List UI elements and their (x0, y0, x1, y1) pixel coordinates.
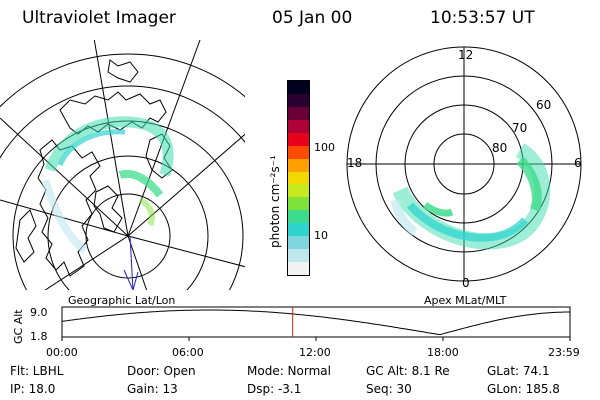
colorbar-segment (288, 236, 309, 250)
mlt-label-0: 0 (462, 276, 470, 290)
time-tick-0000: 00:00 (46, 346, 78, 359)
altitude-tick-top: 9.0 (30, 306, 48, 319)
mlt-label-12: 12 (458, 48, 473, 62)
colorbar-segment (288, 184, 309, 198)
glon-info: GLon: 185.8 (487, 382, 560, 396)
observation-time: 10:53:57 UT (430, 8, 535, 28)
mlat-label-80: 80 (492, 141, 507, 155)
colorbar-segment (288, 132, 309, 146)
colorbar-segment (288, 197, 309, 211)
mode-info: Mode: Normal (247, 364, 331, 378)
filter-info: Flt: LBHL (10, 364, 64, 378)
colorbar-segment (288, 262, 309, 275)
colorbar-segment (288, 210, 309, 224)
mlt-label-18: 18 (347, 156, 362, 170)
colorbar-tick-100: 100 (314, 141, 335, 154)
colorbar-segment (288, 93, 309, 107)
colorbar-segment (288, 80, 309, 94)
altitude-plot (61, 306, 571, 341)
time-tick-1800: 18:00 (427, 346, 459, 359)
colorbar-segment (288, 145, 309, 159)
colorbar-segment (288, 171, 309, 185)
dsp-info: Dsp: -3.1 (247, 382, 302, 396)
gc-alt-info: GC Alt: 8.1 Re (366, 364, 450, 378)
colorbar (287, 80, 310, 276)
ip-info: IP: 18.0 (10, 382, 56, 396)
colorbar-tick-10: 10 (314, 229, 328, 242)
time-tick-1200: 12:00 (299, 346, 331, 359)
instrument-title: Ultraviolet Imager (22, 8, 176, 28)
colorbar-segment (288, 119, 309, 133)
colorbar-unit-label: photon cm⁻²s⁻¹ (268, 155, 282, 248)
colorbar-segment (288, 158, 309, 172)
seq-info: Seq: 30 (366, 382, 412, 396)
door-info: Door: Open (127, 364, 196, 378)
geographic-map: 12 18 6 0 60 70 80 (0, 40, 582, 290)
geographic-map-label: Geographic Lat/Lon (68, 294, 176, 307)
glat-info: GLat: 74.1 (487, 364, 550, 378)
altitude-tick-bottom: 1.8 (30, 330, 48, 343)
gain-info: Gain: 13 (127, 382, 178, 396)
observation-date: 05 Jan 00 (272, 8, 353, 28)
time-tick-0600: 06:00 (172, 346, 204, 359)
altitude-axis-label: GC Alt (12, 309, 25, 344)
mlat-label-60: 60 (536, 98, 551, 112)
colorbar-segment (288, 106, 309, 120)
mlt-label-6: 6 (574, 156, 582, 170)
time-tick-2359: 23:59 (548, 346, 580, 359)
magnetic-map-label: Apex MLat/MLT (424, 294, 507, 307)
colorbar-segment (288, 223, 309, 237)
mlat-label-70: 70 (512, 121, 527, 135)
colorbar-segment (288, 249, 309, 263)
